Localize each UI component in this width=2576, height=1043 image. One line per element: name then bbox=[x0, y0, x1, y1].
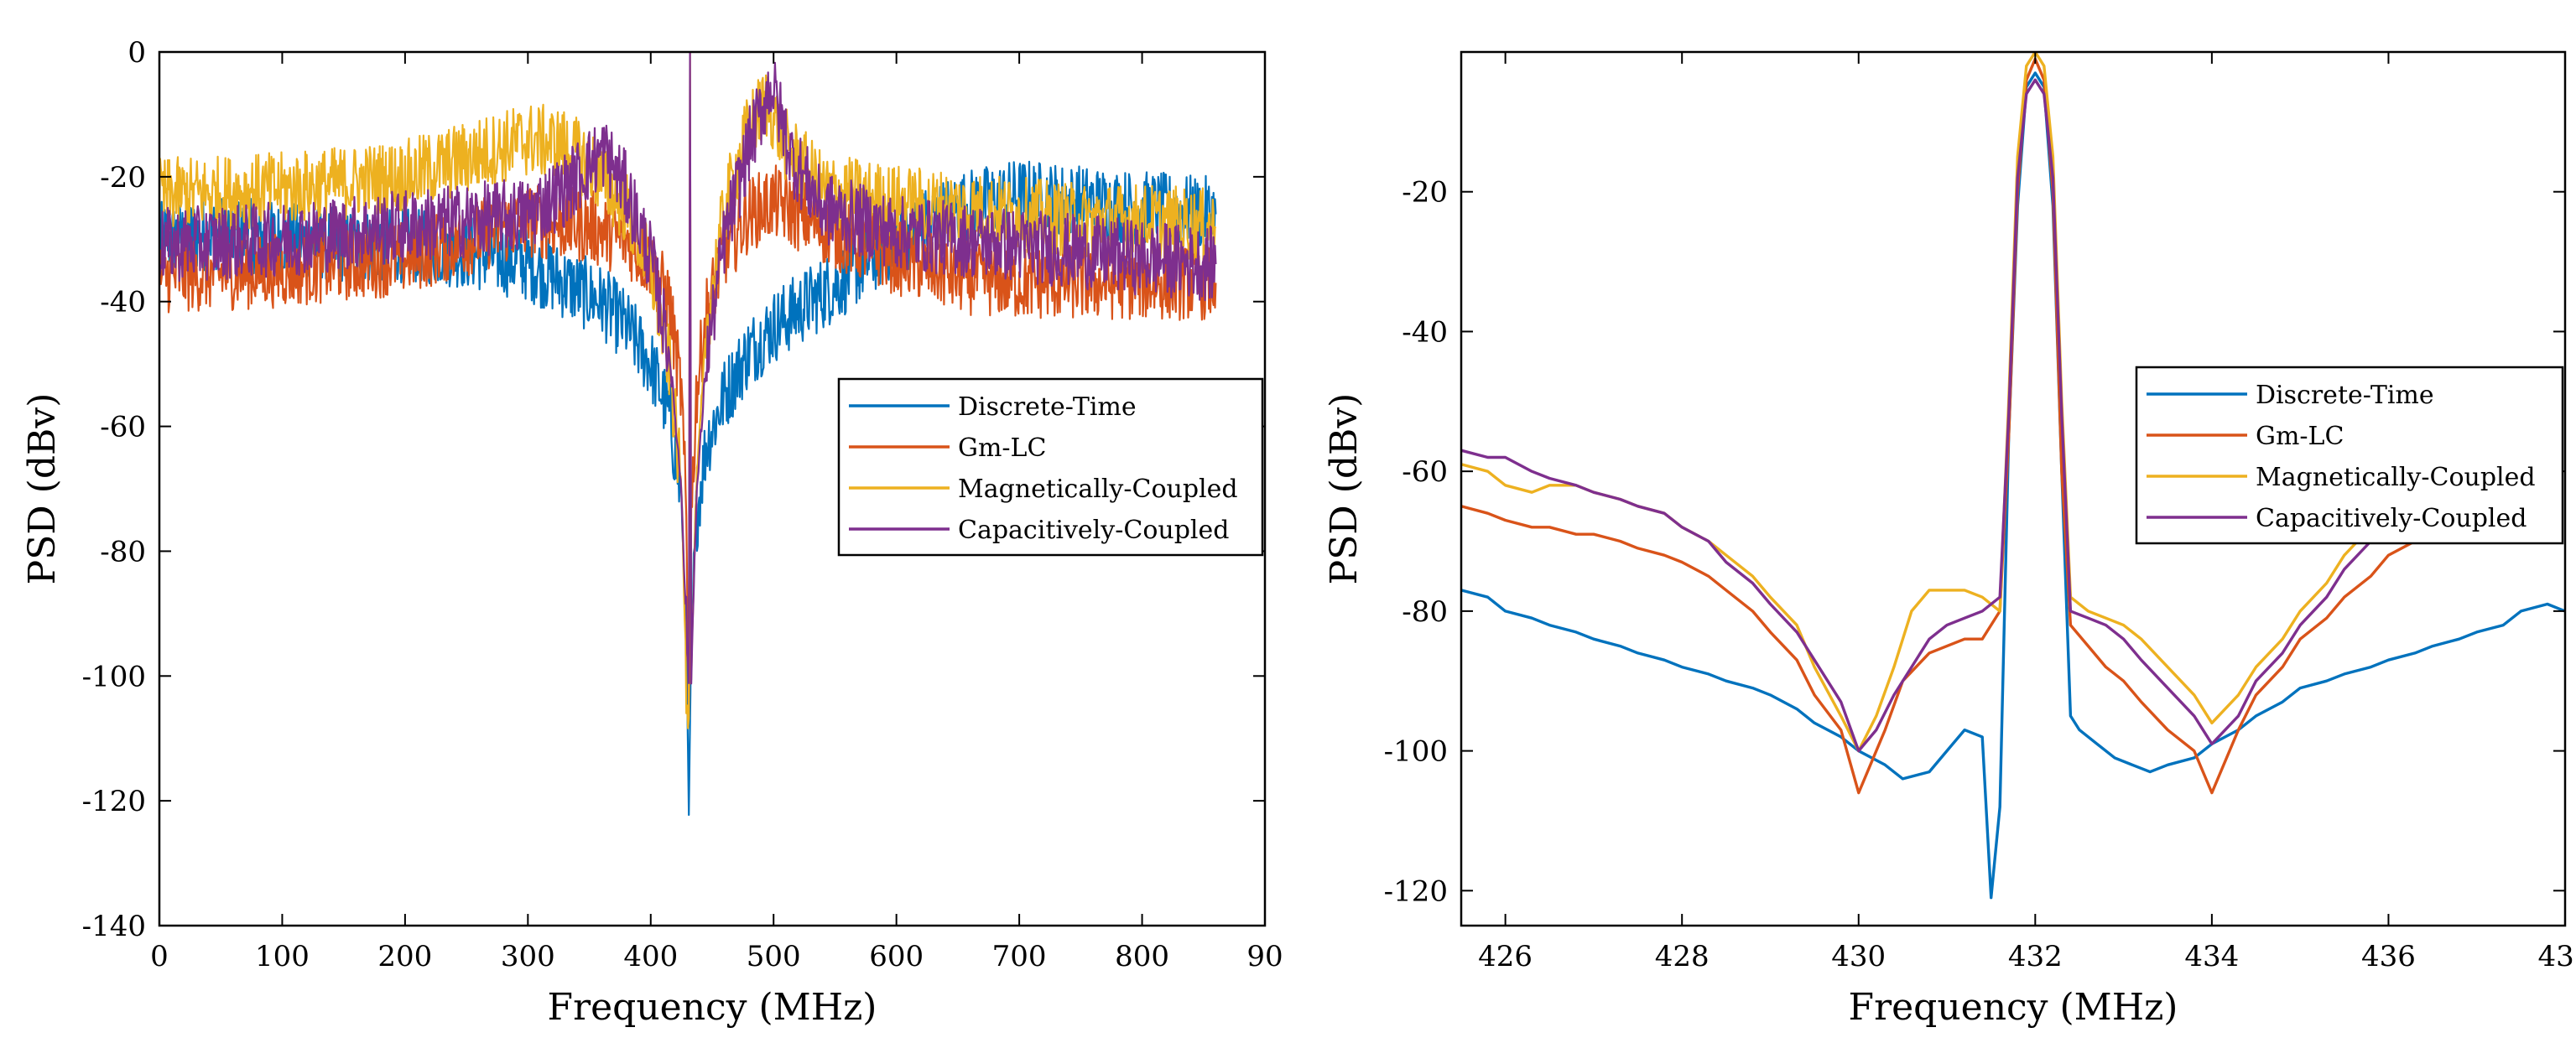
y-tick-label: -80 bbox=[1402, 595, 1448, 629]
x-tick-label: 438 bbox=[2538, 940, 2576, 973]
y-tick-label: -140 bbox=[82, 910, 146, 943]
plot-area-frame bbox=[1460, 50, 2567, 927]
x-tick-label: 300 bbox=[501, 940, 555, 973]
x-tick-label: 700 bbox=[992, 940, 1047, 973]
x-tick-label: 428 bbox=[1655, 940, 1710, 973]
x-tick-label: 426 bbox=[1478, 940, 1533, 973]
series-line-capacitively-coupled bbox=[159, 52, 1217, 685]
series-line-magnetically-coupled bbox=[159, 52, 1217, 729]
legend-entry-capacitively-coupled: Capacitively-Coupled bbox=[958, 516, 1229, 545]
y-tick-label: -120 bbox=[82, 785, 146, 818]
y-tick-label: -20 bbox=[1402, 176, 1448, 210]
y-tick-label: -80 bbox=[100, 535, 146, 568]
y-tick-label: -20 bbox=[100, 161, 146, 195]
legend-entry-magnetically-coupled: Magnetically-Coupled bbox=[958, 475, 1238, 504]
x-tick-label: 430 bbox=[1831, 940, 1886, 973]
legend-entry-discrete-time: Discrete-Time bbox=[958, 392, 1137, 422]
left-chart: 0 100 200 300 400 500 600 700 800 900-20-40-60-80… bbox=[21, 36, 1283, 1029]
x-tick-label: 500 bbox=[747, 940, 801, 973]
legend-entry-gm-lc: Gm-LC bbox=[2256, 422, 2344, 451]
x-tick-label: 0 bbox=[150, 940, 169, 973]
series-group bbox=[159, 52, 1217, 817]
y-axis-label: PSD (dBv) bbox=[1323, 393, 1366, 585]
x-axis-label: Frequency (MHz) bbox=[1849, 986, 2178, 1029]
y-tick-label: -60 bbox=[100, 411, 146, 444]
y-tick-label: 0 bbox=[127, 36, 146, 70]
y-tick-label: -100 bbox=[82, 660, 146, 693]
x-tick-label: 432 bbox=[2008, 940, 2063, 973]
series-group bbox=[1461, 52, 2565, 900]
x-tick-label: 90 bbox=[1246, 940, 1283, 973]
plot-area-frame bbox=[158, 50, 1267, 927]
x-tick-label: 600 bbox=[869, 940, 924, 973]
legend-entry-gm-lc: Gm-LC bbox=[958, 433, 1046, 463]
x-tick-label: 800 bbox=[1115, 940, 1169, 973]
y-tick-label: -40 bbox=[1402, 315, 1448, 349]
y-axis-label: PSD (dBv) bbox=[21, 393, 64, 585]
x-tick-label: 200 bbox=[377, 940, 432, 973]
x-tick-label: 100 bbox=[255, 940, 310, 973]
legend-entry-discrete-time: Discrete-Time bbox=[2256, 381, 2434, 410]
y-tick-label: -100 bbox=[1384, 735, 1448, 769]
right-chart: 426 428 430 432 434 436 438 -20 -40 -60 -80 -100 -12… bbox=[1323, 50, 2576, 1029]
legend-box bbox=[837, 377, 1264, 557]
y-tick-label: -60 bbox=[1402, 455, 1448, 489]
legend-entry-magnetically-coupled: Magnetically-Coupled bbox=[2256, 463, 2536, 492]
y-tick-label: -40 bbox=[100, 286, 146, 319]
x-axis-label: Frequency (MHz) bbox=[548, 986, 877, 1029]
x-tick-label: 436 bbox=[2361, 940, 2416, 973]
x-tick-label: 400 bbox=[623, 940, 678, 973]
y-tick-label: -120 bbox=[1384, 874, 1448, 908]
legend-entry-capacitively-coupled: Capacitively-Coupled bbox=[2256, 504, 2527, 533]
legend: Discrete-Time Gm-LC Magnetically-Coupled Ca… bbox=[837, 377, 1264, 557]
legend-box bbox=[2135, 366, 2564, 545]
series-line-capacitively-coupled bbox=[1461, 78, 2390, 753]
legend: Discrete-Time Gm-LC Magnetically-Coupled Ca… bbox=[2135, 366, 2564, 545]
x-tick-label: 434 bbox=[2184, 940, 2239, 973]
